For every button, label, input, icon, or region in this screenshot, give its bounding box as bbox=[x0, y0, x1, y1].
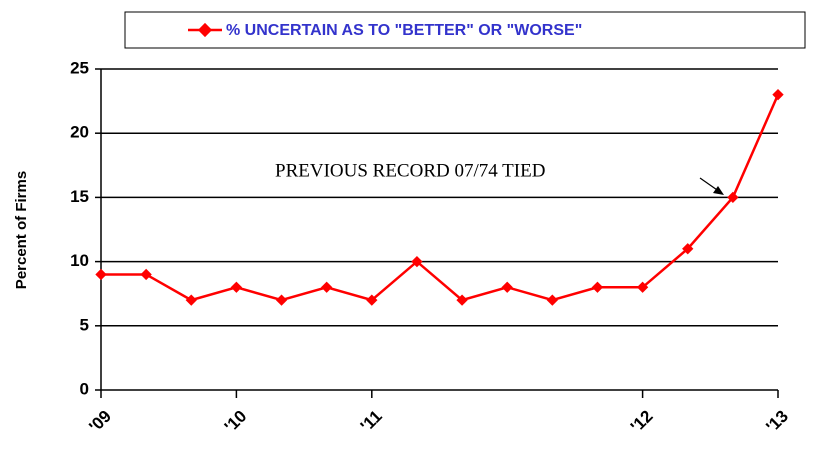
point bbox=[546, 294, 558, 306]
y-axis-label: Percent of Firms bbox=[13, 171, 30, 289]
y-tick-label: 0 bbox=[80, 379, 89, 398]
x-tick-label: '13 bbox=[762, 407, 792, 437]
legend-label: % UNCERTAIN AS TO "BETTER" OR "WORSE" bbox=[226, 22, 582, 39]
point bbox=[636, 281, 649, 293]
point bbox=[411, 255, 423, 268]
x-tick-label: '11 bbox=[357, 407, 386, 436]
annotation: PREVIOUS RECORD 07/74 TIED bbox=[275, 160, 545, 181]
y-tick-label: 25 bbox=[70, 58, 89, 77]
point bbox=[185, 294, 197, 306]
point bbox=[230, 281, 243, 293]
x-tick-label: '10 bbox=[221, 407, 251, 437]
y-tick-label: 15 bbox=[70, 187, 89, 206]
x-tick-label: '09 bbox=[85, 407, 115, 437]
point bbox=[591, 281, 604, 293]
point bbox=[727, 191, 739, 204]
line bbox=[101, 94, 780, 302]
y-tick-label: 5 bbox=[80, 315, 89, 334]
point bbox=[140, 268, 152, 281]
point bbox=[772, 89, 784, 101]
point bbox=[501, 281, 513, 293]
point bbox=[366, 294, 378, 306]
point bbox=[95, 268, 107, 281]
annotation-arrowhead bbox=[713, 186, 724, 195]
point bbox=[275, 294, 288, 306]
point bbox=[682, 243, 694, 255]
legend-box bbox=[124, 11, 806, 49]
point bbox=[321, 281, 333, 293]
x-tick-label: '12 bbox=[627, 407, 657, 437]
point bbox=[456, 294, 468, 306]
y-tick-label: 10 bbox=[70, 251, 89, 270]
y-tick-label: 20 bbox=[70, 123, 89, 142]
